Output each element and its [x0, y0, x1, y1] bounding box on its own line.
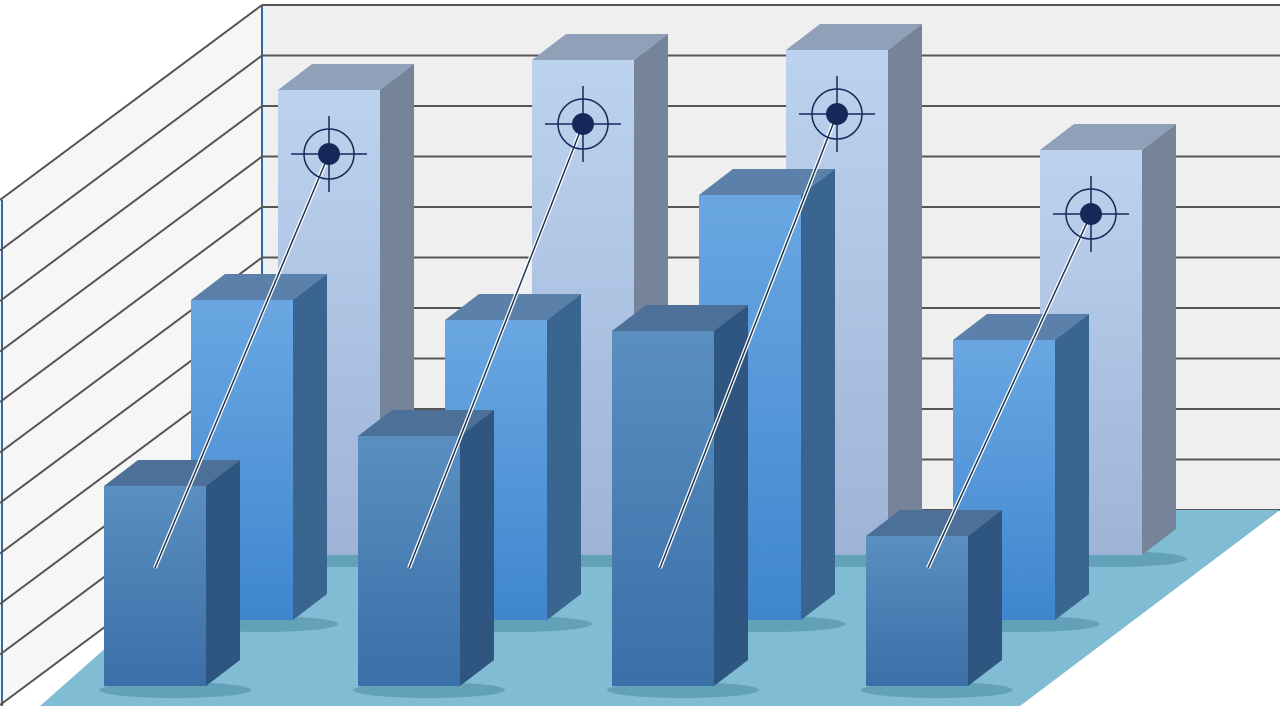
- bar-front-2: [358, 410, 494, 686]
- bar-top-face: [532, 34, 668, 60]
- crosshair-target-icon: [1053, 176, 1129, 252]
- bar-front-4: [866, 510, 1002, 686]
- bar-top-face: [699, 169, 835, 195]
- bar-top-face: [953, 314, 1089, 340]
- bar-top-face: [1040, 124, 1176, 150]
- crosshair-target-icon: [545, 86, 621, 162]
- pointer-line: [408, 123, 584, 569]
- bar-side-face: [206, 460, 240, 686]
- bar-front-1: [104, 460, 240, 686]
- bar-side-face: [968, 510, 1002, 686]
- bar-side-face: [714, 305, 748, 686]
- bar-top-face: [278, 64, 414, 90]
- bar-top-face: [612, 305, 748, 331]
- bar-side-face: [1055, 314, 1089, 620]
- side-gridline: [0, 155, 263, 353]
- side-gridline: [0, 4, 263, 201]
- bar-top-face: [866, 510, 1002, 536]
- side-gridline: [0, 105, 263, 302]
- bar-top-face: [358, 410, 494, 436]
- bars-layer: [99, 24, 1187, 698]
- crosshair-target-icon: [291, 116, 367, 192]
- bar-front-3: [612, 305, 748, 686]
- pointer-line: [154, 153, 330, 569]
- bar-side-face: [801, 169, 835, 620]
- bar-side-face: [460, 410, 494, 686]
- bar-side-face: [547, 294, 581, 620]
- bar-side-face: [293, 274, 327, 620]
- bar-top-face: [104, 460, 240, 486]
- bar-top-face: [191, 274, 327, 300]
- bar-side-face: [888, 24, 922, 555]
- side-gridline: [0, 54, 263, 252]
- pointer-line: [927, 213, 1092, 569]
- bar-top-face: [786, 24, 922, 50]
- bar-front-face: [612, 331, 714, 686]
- side-gridline: [0, 206, 263, 403]
- bar-front-face: [104, 486, 206, 686]
- crosshair-target-icon: [799, 76, 875, 152]
- bar-front-face: [866, 536, 968, 686]
- bar-side-face: [1142, 124, 1176, 555]
- pointer-line: [659, 113, 838, 569]
